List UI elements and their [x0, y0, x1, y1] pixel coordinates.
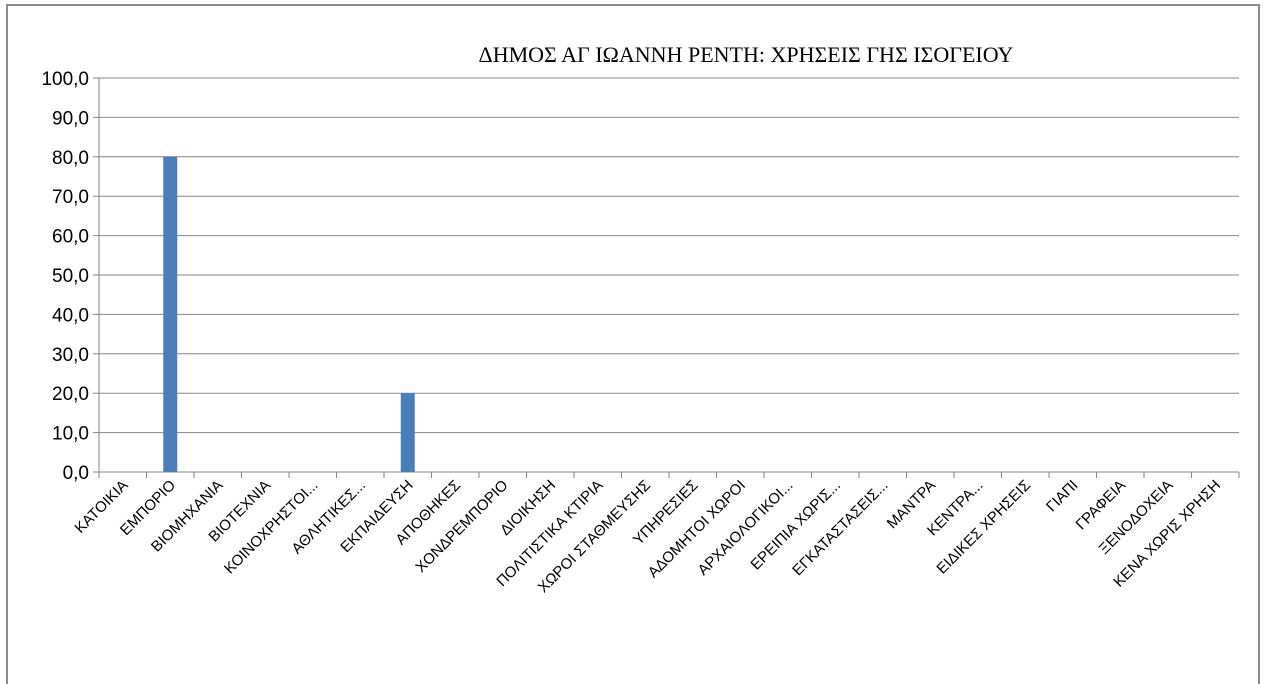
- x-axis-category-labels: ΚΑΤΟΙΚΙΑΕΜΠΟΡΙΟΒΙΟΜΗΧΑΝΙΑΒΙΟΤΕΧΝΙΑΚΟΙΝΟΧ…: [72, 477, 1224, 596]
- y-tick-label: 20,0: [52, 384, 89, 405]
- y-tick-label: 100,0: [41, 69, 89, 90]
- axes: [93, 77, 1240, 478]
- y-tick-label: 0,0: [63, 463, 89, 484]
- bar-chart: ΔΗΜΟΣ ΑΓ ΙΩΑΝΝΗ ΡΕΝΤΗ: ΧΡΗΣΕΙΣ ΓΗΣ ΙΣΟΓΕ…: [41, 42, 1240, 596]
- x-category-label: ΕΡΕΙΠΙΑ ΧΩΡΙΣ...: [747, 477, 844, 574]
- y-tick-label: 80,0: [52, 148, 89, 169]
- gridlines: [99, 77, 1239, 434]
- y-tick-label: 10,0: [52, 424, 89, 445]
- bar: [163, 156, 178, 473]
- y-tick-label: 30,0: [52, 345, 89, 366]
- bar: [400, 393, 415, 472]
- chart-frame: ΔΗΜΟΣ ΑΓ ΙΩΑΝΝΗ ΡΕΝΤΗ: ΧΡΗΣΕΙΣ ΓΗΣ ΙΣΟΓΕ…: [6, 4, 1260, 684]
- y-tick-label: 90,0: [52, 108, 89, 129]
- y-tick-label: 50,0: [52, 266, 89, 287]
- y-tick-label: 70,0: [52, 187, 89, 208]
- y-tick-label: 60,0: [52, 227, 89, 248]
- y-axis-tick-labels: 0,0 10,0 20,0 30,0 40,0 50,0 60,0 70,0 80,0 90,0 1…: [41, 69, 89, 484]
- y-tick-label: 40,0: [52, 305, 89, 326]
- x-category-label: ΕΙΔΙΚΕΣ ΧΡΗΣΕΙΣ: [933, 477, 1034, 578]
- x-category-label: ΓΙΑΠΙ: [1043, 477, 1081, 515]
- bars: [163, 156, 415, 473]
- chart-title: ΔΗΜΟΣ ΑΓ ΙΩΑΝΝΗ ΡΕΝΤΗ: ΧΡΗΣΕΙΣ ΓΗΣ ΙΣΟΓΕ…: [479, 42, 1014, 67]
